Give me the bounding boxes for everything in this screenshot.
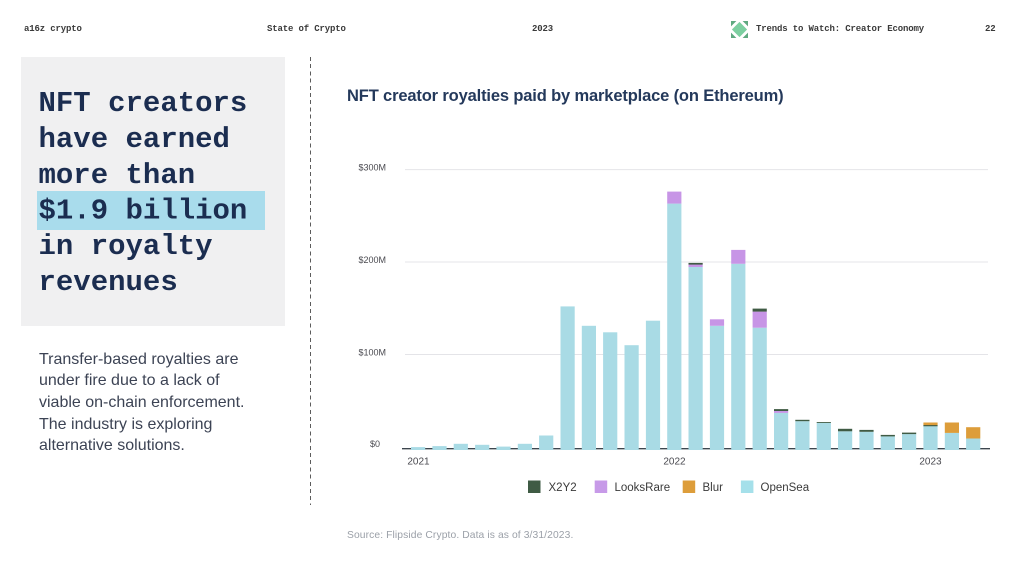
svg-text:2023: 2023 <box>919 457 942 468</box>
svg-text:$0: $0 <box>370 439 380 449</box>
svg-text:2022: 2022 <box>663 457 686 468</box>
svg-text:$100M: $100M <box>358 348 386 358</box>
svg-text:2021: 2021 <box>407 457 430 468</box>
svg-text:$200M: $200M <box>358 255 386 265</box>
svg-text:Blur: Blur <box>703 482 724 494</box>
svg-text:X2Y2: X2Y2 <box>549 482 577 494</box>
svg-text:OpenSea: OpenSea <box>761 482 810 494</box>
svg-text:$300M: $300M <box>358 162 386 172</box>
svg-text:LooksRare: LooksRare <box>615 482 671 494</box>
